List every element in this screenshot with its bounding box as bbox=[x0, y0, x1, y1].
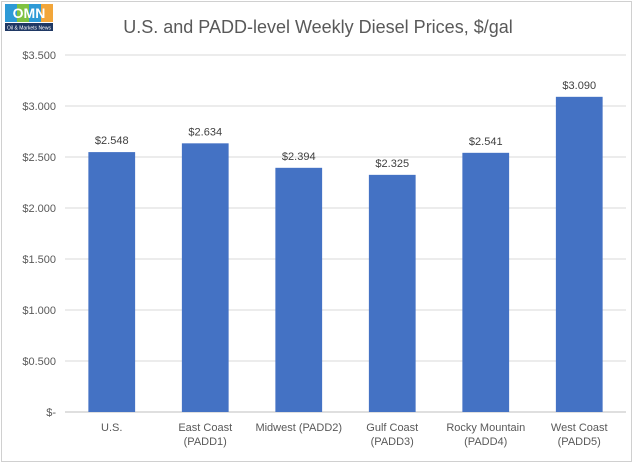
bar bbox=[462, 152, 510, 412]
y-tick-label: $1.500 bbox=[22, 254, 56, 266]
y-tick-label: $0.500 bbox=[22, 356, 56, 368]
y-tick-label: $2.000 bbox=[22, 203, 56, 215]
data-label: $2.325 bbox=[375, 158, 409, 170]
category-label-line: (PADD5) bbox=[558, 436, 601, 448]
gridlines bbox=[65, 54, 626, 413]
category-label-line: (PADD4) bbox=[464, 436, 507, 448]
bar bbox=[555, 96, 603, 412]
bar bbox=[88, 152, 136, 412]
logo-text: OMN bbox=[13, 5, 46, 21]
category-label-line: (PADD3) bbox=[371, 436, 414, 448]
data-label: $2.548 bbox=[95, 135, 129, 147]
category-label: Midwest (PADD2) bbox=[255, 422, 342, 434]
y-tick-label: $1.000 bbox=[22, 305, 56, 317]
category-labels: U.S. East Coast (PADD1) Midwest (PADD2) Gulf… bbox=[101, 422, 608, 448]
data-label: $2.634 bbox=[188, 126, 222, 138]
logo-icon: OMN Oil & Markets News bbox=[4, 3, 56, 33]
y-axis-tick-labels: $- $0.500 $1.000 $1.500 $2.000 $2.500 $3.000 $3… bbox=[22, 50, 56, 419]
category-label: U.S. bbox=[101, 422, 122, 434]
data-labels: $2.548 $2.634 $2.394 $2.325 $2.541 $3.090 bbox=[95, 80, 596, 170]
bar bbox=[181, 143, 229, 412]
category-label-line: (PADD1) bbox=[184, 436, 227, 448]
category-label: Rocky Mountain (PADD4) bbox=[446, 422, 525, 448]
y-tick-label: $2.500 bbox=[22, 152, 56, 164]
category-label-line: East Coast bbox=[178, 422, 232, 434]
bars bbox=[88, 96, 603, 412]
category-label-line: Rocky Mountain bbox=[446, 422, 525, 434]
category-label-line: Midwest (PADD2) bbox=[255, 422, 342, 434]
category-label-line: U.S. bbox=[101, 422, 122, 434]
category-label-line: Gulf Coast bbox=[366, 422, 418, 434]
category-label: East Coast (PADD1) bbox=[178, 422, 232, 448]
category-label: Gulf Coast (PADD3) bbox=[366, 422, 418, 448]
bar bbox=[368, 174, 416, 412]
data-label: $2.394 bbox=[282, 151, 316, 163]
bar bbox=[275, 167, 323, 412]
logo-subtext: Oil & Markets News bbox=[7, 26, 51, 32]
y-tick-label: $- bbox=[46, 407, 56, 419]
y-tick-label: $3.500 bbox=[22, 50, 56, 62]
y-tick-label: $3.000 bbox=[22, 101, 56, 113]
data-label: $3.090 bbox=[562, 80, 596, 92]
chart-title: U.S. and PADD-level Weekly Diesel Prices… bbox=[123, 17, 512, 37]
data-label: $2.541 bbox=[469, 136, 503, 148]
category-label: West Coast (PADD5) bbox=[551, 422, 608, 448]
category-label-line: West Coast bbox=[551, 422, 608, 434]
